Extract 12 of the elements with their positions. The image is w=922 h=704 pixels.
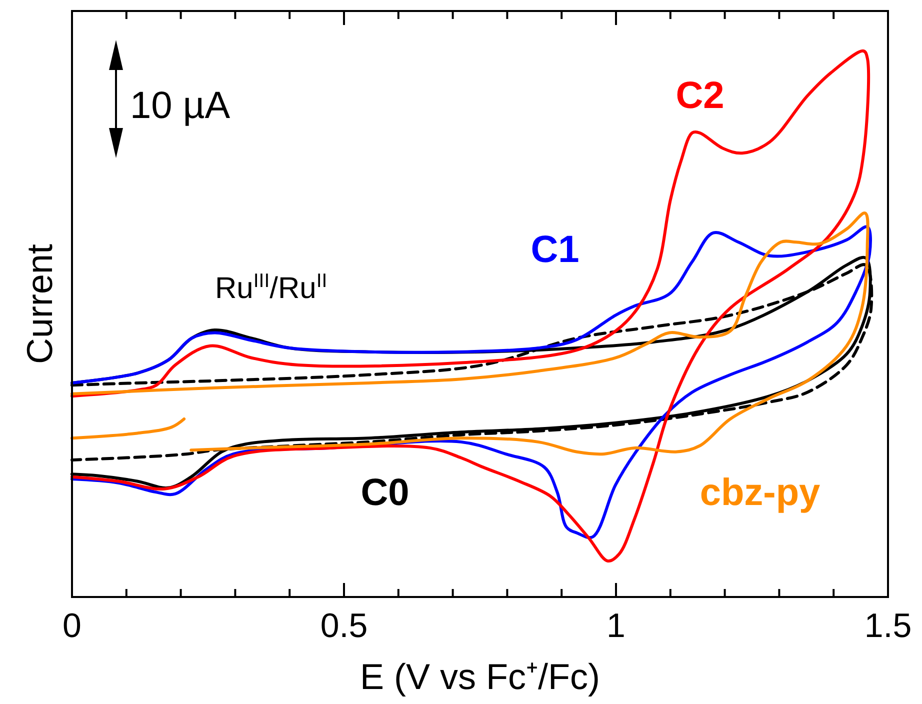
y-axis-title: Current [19,244,60,364]
annotation: Ru$^{III}$/Ru$^{II}$ [215,270,328,305]
series-label: cbz-py [700,472,820,514]
x-axis-title: E (V vs Fc⁺/Fc) [360,656,600,697]
x-tick-label: 1 [606,607,626,645]
x-tick-label: 0.5 [320,607,368,645]
x-tick-label: 0 [62,607,82,645]
x-tick-label: 1.5 [864,607,912,645]
series-label: C0 [360,472,410,514]
series-label: C1 [530,229,580,271]
series-label: C2 [676,75,724,117]
annotation: 10 µA [130,85,231,127]
